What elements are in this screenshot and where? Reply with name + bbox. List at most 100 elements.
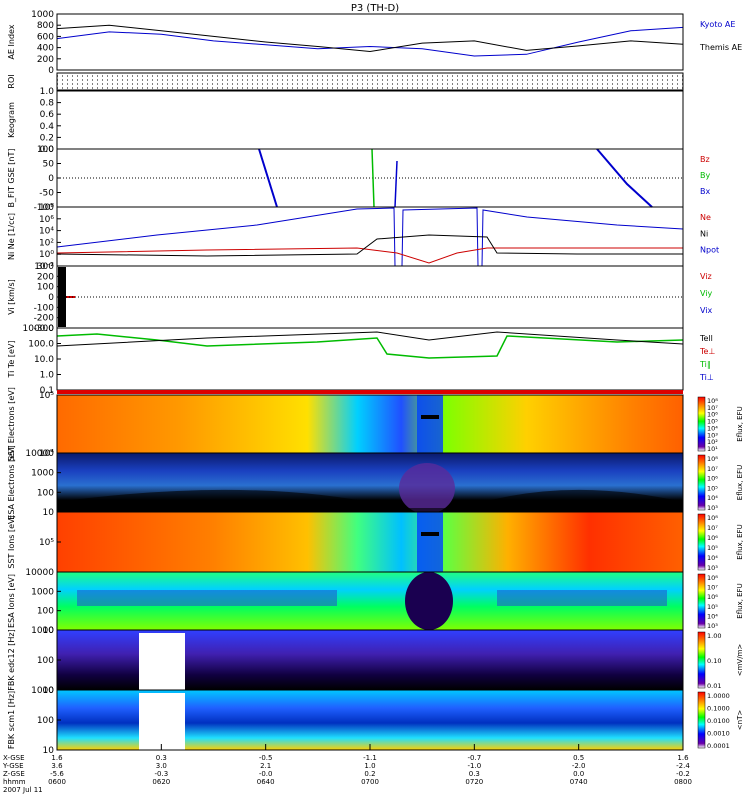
xaxis-tick-label: -0.5 xyxy=(259,754,273,762)
sst-ion-panel-colorbar-tick: 10⁵ xyxy=(707,544,718,552)
fbk-edc12-panel-ytick-label: 100 xyxy=(37,656,54,666)
sst-ion-panel-spectrogram xyxy=(57,512,683,572)
esa-electron-panel-colorbar xyxy=(697,454,706,511)
esa-ion-panel-colorbar-tick: 10⁷ xyxy=(707,584,718,592)
xaxis-tick-label: -0.0 xyxy=(259,770,273,778)
fbk-edc12-panel-colorbar-tick: 0.10 xyxy=(707,657,721,665)
bfield-by-trace xyxy=(371,148,375,208)
esa-ion-panel-ytick-label: 10000 xyxy=(25,568,54,578)
esa-ion-panel-colorbar-tick: 10⁵ xyxy=(707,603,718,611)
ae-panel-ytick-label: 0 xyxy=(48,66,54,76)
density-ne xyxy=(56,247,683,264)
xaxis-tick-label: 0720 xyxy=(465,778,483,786)
density-panel-legend-0: Ne xyxy=(700,213,711,222)
esa-electron-panel-colorbar-label: Eflux, EFU xyxy=(736,465,744,500)
esa-ion-panel-ytick-label: 100 xyxy=(37,607,54,617)
velocity-panel-legend-1: Viy xyxy=(700,289,713,298)
sst-electron-panel-gap-mark xyxy=(421,415,439,419)
esa-electron-panel-ytick-label: 100 xyxy=(37,488,54,498)
esa-electron-panel-colorbar-tick: 10³ xyxy=(707,504,718,512)
sst-electron-panel-spectrogram xyxy=(57,395,683,453)
xaxis-tick-label: -0.2 xyxy=(676,770,690,778)
fbk-scm1-panel-ytick-label: 10 xyxy=(43,746,55,756)
fbk-scm1-panel-colorbar-tick: 0.0001 xyxy=(707,742,730,750)
temp-panel-ytick-label: 1.0 xyxy=(40,371,55,381)
bfield-panel-ytick-label: -50 xyxy=(39,189,54,199)
xaxis-row-label: Y-GSE xyxy=(2,762,24,770)
sst-electron-panel-gap xyxy=(417,395,443,453)
velocity-panel-ytick-label: -100 xyxy=(34,303,55,313)
esa-electron-dark xyxy=(57,489,683,512)
bfield-panel-ylabel: B_FIT GSE [nT] xyxy=(7,149,16,208)
temp-ti-par xyxy=(56,333,684,359)
xaxis-row-label: Z-GSE xyxy=(3,770,25,778)
bfield-panel-legend-2: Bx xyxy=(700,187,710,196)
xaxis-tick-label: 1.0 xyxy=(364,762,375,770)
temp-panel-legend-2: Ti∥ xyxy=(699,360,711,369)
fbk-scm1-panel-colorbar xyxy=(697,691,706,749)
bfield-bx-spike xyxy=(394,160,398,208)
fbk-scm1-panel-colorbar-tick: 0.1000 xyxy=(707,705,730,713)
sst-electron-panel-colorbar-tick: 10⁴ xyxy=(707,424,718,432)
ae-panel-ytick-label: 800 xyxy=(37,21,54,31)
esa-ion-panel-ylabel: ESA Ions [eV] xyxy=(7,574,16,628)
sst-electron-panel-colorbar-label: Eflux, EFU xyxy=(736,406,744,441)
temp-panel-ytick-label: 0.1 xyxy=(40,386,54,396)
velocity-panel-ytick-label: 0 xyxy=(48,293,54,303)
keogram-panel-ytick-label: 1.0 xyxy=(40,87,55,97)
sst-electron-panel-colorbar-tick: 10⁵ xyxy=(707,418,718,426)
xaxis-row-label: X-GSE xyxy=(3,754,25,762)
ae-panel-legend-0: Kyoto AE xyxy=(700,20,735,29)
xaxis-tick-label: -5.6 xyxy=(50,770,64,778)
xaxis-tick-label: 0620 xyxy=(152,778,170,786)
xaxis-tick-label: 0.3 xyxy=(469,770,480,778)
xaxis-tick-label: 0640 xyxy=(257,778,275,786)
fbk-edc12-panel-colorbar xyxy=(697,631,706,689)
ae-panel-ylabel: AE Index xyxy=(7,24,16,59)
sst-ion-panel-colorbar-tick: 10⁴ xyxy=(707,554,718,562)
esa-electron-panel-ytick-label: 10 xyxy=(43,508,55,518)
density-panel-ytick-label: 10⁰ xyxy=(39,250,54,260)
fbk-scm1-panel-data-gap xyxy=(139,693,185,750)
esa-ion-band-left xyxy=(77,590,337,606)
ae-series-0 xyxy=(56,26,684,57)
ae-panel-ytick-label: 1000 xyxy=(31,10,54,20)
bfield-panel-ytick-label: -100 xyxy=(34,203,55,213)
xaxis-row-label: hhmm xyxy=(3,778,26,786)
fbk-scm1-panel-colorbar-label: <nT> xyxy=(736,710,744,731)
flag-band xyxy=(57,390,683,394)
sst-ion-panel-colorbar-label: Eflux, EFU xyxy=(736,524,744,559)
esa-electron-panel-ytick-label: 1000 xyxy=(31,469,54,479)
esa-ion-panel-ytick-label: 1000 xyxy=(31,587,54,597)
esa-ion-panel-colorbar-tick: 10⁶ xyxy=(707,593,718,601)
xaxis-tick-label: 0.2 xyxy=(364,770,375,778)
xaxis-tick-label: 0.3 xyxy=(156,754,167,762)
density-panel-legend-1: Ni xyxy=(700,229,708,238)
velocity-panel-ytick-label: 300 xyxy=(37,262,54,272)
temp-panel-ylabel: Ti Te [eV] xyxy=(7,340,16,378)
roi-panel-frame xyxy=(56,72,684,91)
xaxis-tick-label: 1.6 xyxy=(677,754,689,762)
xaxis-tick-label: 1.6 xyxy=(51,754,63,762)
bfield-bx-trace-2 xyxy=(596,148,653,208)
xaxis-tick-label: -0.3 xyxy=(154,770,168,778)
keogram-panel-ytick-label: 0.6 xyxy=(40,110,55,120)
ae-panel-ytick-label: 400 xyxy=(37,44,54,54)
sst-electron-panel-colorbar-tick: 10² xyxy=(707,438,718,446)
fbk-scm1-panel-ytick-label: 1000 xyxy=(31,686,54,696)
density-panel-ylabel: Ni Ne [1/cc] xyxy=(7,213,16,260)
esa-ion-panel-colorbar-tick: 10⁸ xyxy=(707,574,718,582)
ae-panel-frame xyxy=(56,13,684,71)
velocity-panel-legend-0: Viz xyxy=(700,272,712,281)
fbk-edc12-panel-data-gap xyxy=(139,633,185,690)
sst-ion-panel-colorbar xyxy=(697,513,706,571)
ae-panel-ytick-label: 200 xyxy=(37,55,54,65)
velocity-panel-ytick-label: -200 xyxy=(34,314,55,324)
sst-electron-panel-colorbar xyxy=(697,396,706,452)
temp-panel-frame xyxy=(56,327,684,391)
ae-series-1 xyxy=(56,24,684,53)
keogram-panel-ytick-label: 0.2 xyxy=(40,133,54,143)
fbk-scm1-panel-colorbar-tick: 0.0100 xyxy=(707,717,730,725)
xaxis-tick-label: 0.0 xyxy=(573,770,584,778)
